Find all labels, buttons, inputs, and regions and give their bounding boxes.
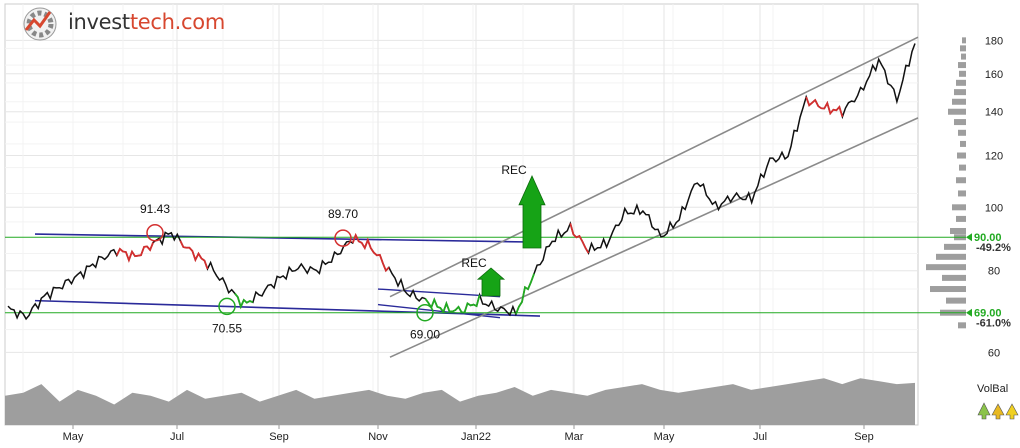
- price-annotations: 91.43 89.70 70.55 69.00: [140, 202, 440, 342]
- level-box: [972, 305, 1018, 328]
- top-marker: [334, 229, 352, 247]
- volume-profile-bar: [926, 264, 966, 271]
- x-tick-label: May: [63, 431, 84, 443]
- logo-text: investtech.com: [68, 10, 225, 34]
- level-value: 90.00: [974, 232, 1002, 244]
- bottom-marker: [218, 297, 236, 316]
- price-line-highlight: [234, 292, 254, 310]
- logo-prefix: invest: [68, 10, 130, 34]
- x-tick-label: Nov: [368, 431, 388, 443]
- volume-profile-bar: [958, 322, 966, 329]
- x-tick-label: Sep: [269, 431, 289, 443]
- price-annotation-label: 91.43: [140, 202, 170, 216]
- volume-profile-bar: [960, 45, 966, 52]
- y-tick-label: 120: [985, 151, 1003, 163]
- price-line: [7, 43, 916, 321]
- price-annotation-label: 70.55: [212, 321, 242, 335]
- volume-profile-bar: [956, 79, 966, 86]
- chart-grid: [4, 3, 919, 426]
- price-annotation-label: 89.70: [328, 207, 358, 221]
- volume-profile-bar: [954, 119, 966, 126]
- level-box: [972, 230, 1018, 253]
- x-tick-label: Jan22: [461, 431, 491, 443]
- volume-balance-area: [5, 378, 915, 425]
- volume-profile-bar: [952, 204, 966, 211]
- neutral-arrow-icon: [991, 403, 1005, 420]
- volume-profile-bar: [930, 286, 966, 293]
- y-tick-label: 140: [985, 107, 1003, 119]
- buy-signal-arrow: [476, 267, 506, 297]
- level-marker: [966, 308, 972, 317]
- signal-label: REC: [501, 163, 527, 177]
- bottom-marker: [416, 303, 434, 322]
- volume-profile-bar: [961, 53, 966, 60]
- volume-profile-bar: [958, 62, 966, 69]
- volume-profile-bar: [956, 215, 966, 222]
- investtech-logo-icon: [23, 7, 57, 41]
- x-tick-label: May: [654, 431, 675, 443]
- volume-profile-bar: [944, 243, 966, 250]
- buy-signal-arrow: [518, 175, 546, 249]
- level-value: 69.00: [974, 308, 1002, 320]
- volume-profile-bar: [957, 152, 966, 159]
- volume-profile-bar: [952, 98, 966, 105]
- volume-profile-bar: [962, 37, 966, 44]
- price-line-highlight: [805, 96, 844, 118]
- volume-profile-bar: [946, 297, 966, 304]
- y-tick-label: 100: [985, 202, 1003, 214]
- volume-profile-bar: [936, 253, 966, 260]
- signal-label: REC: [461, 256, 487, 270]
- top-marker: [146, 224, 164, 242]
- volume-profile-bar: [954, 89, 966, 96]
- rising-channel-top: [389, 36, 919, 298]
- volume-profile-bar: [958, 129, 966, 136]
- signals: REC REC: [461, 163, 546, 297]
- axes: 60 80 100 120 140 160 180 May Jul Sep Nov Jan22 Mar M…: [63, 35, 1004, 443]
- x-tick-label: Mar: [565, 431, 584, 443]
- volume-profile-bar: [948, 108, 966, 115]
- volume-profile-bar: [960, 140, 966, 147]
- horizontal-channel-top: [34, 233, 531, 243]
- volume-profile: [926, 37, 966, 329]
- up-arrow-icon: [977, 402, 991, 420]
- price-line-highlight: [515, 273, 535, 315]
- volume-profile-bar: [950, 227, 966, 234]
- price-line-highlight: [569, 223, 590, 254]
- price-line-highlight: [424, 294, 481, 314]
- volume-balance-fill: [5, 378, 915, 425]
- volume-profile-bar: [956, 177, 966, 184]
- y-tick-label: 80: [988, 266, 1000, 278]
- x-tick-label: Jul: [170, 431, 184, 443]
- price-line-highlight: [179, 240, 209, 270]
- volume-profile-bar: [958, 190, 966, 197]
- x-tick-label: Jul: [753, 431, 767, 443]
- level-pct: -49.2%: [976, 242, 1011, 254]
- volume-profile-bar: [959, 70, 966, 77]
- short-channel-bottom: [377, 303, 501, 319]
- y-tick-label: 60: [988, 347, 1000, 359]
- volbal-label: VolBal: [977, 383, 1009, 395]
- x-tick-label: Sep: [854, 431, 874, 443]
- logo-suffix: tech.com: [129, 10, 226, 34]
- price-line-highlight: [115, 242, 154, 263]
- price-line-highlight: [351, 232, 390, 273]
- neutral-arrow-icon: [1005, 403, 1019, 420]
- level-pct: -61.0%: [976, 318, 1011, 330]
- support-resistance-levels: 90.00-49.2% 69.00-61.0%: [5, 230, 1018, 330]
- investtech-logo[interactable]: investtech.com: [22, 6, 242, 42]
- volbal-indicator: [977, 402, 1019, 420]
- volume-profile-bar: [942, 274, 966, 281]
- volume-profile-bar: [959, 164, 966, 171]
- y-tick-label: 180: [985, 35, 1003, 47]
- price-annotation-label: 69.00: [410, 328, 440, 342]
- level-marker: [966, 233, 972, 242]
- y-tick-label: 160: [985, 69, 1003, 81]
